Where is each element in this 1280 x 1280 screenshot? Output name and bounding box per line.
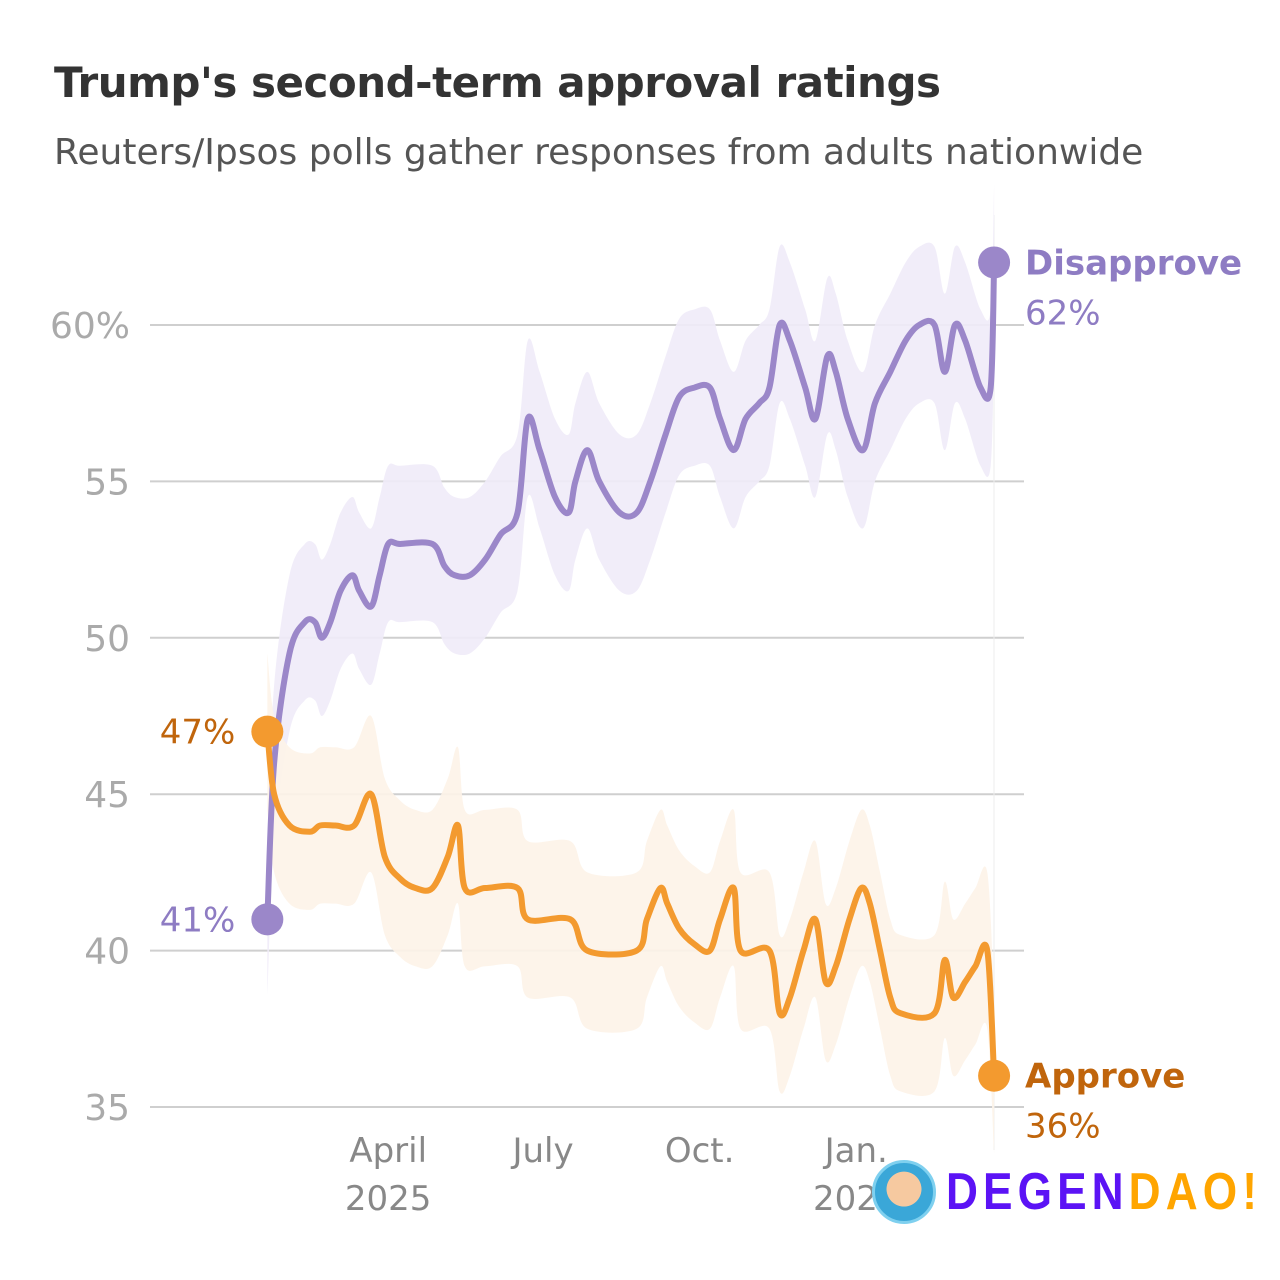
start-point bbox=[251, 903, 284, 936]
start-value-label: 41% bbox=[160, 900, 236, 940]
watermark-text-1: DEGEN bbox=[946, 1163, 1129, 1221]
watermark-text-2: DAO! bbox=[1128, 1163, 1263, 1221]
end-point bbox=[978, 1059, 1011, 1092]
watermark: DEGENDAO! bbox=[872, 1160, 1280, 1224]
chart-subtitle: Reuters/Ipsos polls gather responses fro… bbox=[54, 132, 1144, 173]
series-name-label: Disapprove bbox=[1025, 243, 1242, 283]
y-tick-label: 50 bbox=[84, 619, 130, 660]
y-tick-label: 60% bbox=[50, 306, 130, 347]
x-tick-label: April bbox=[349, 1131, 427, 1171]
x-tick-label: Oct. bbox=[665, 1131, 735, 1171]
x-tick-label: Jan. bbox=[823, 1131, 888, 1171]
series-line-disapprove bbox=[264, 262, 998, 920]
end-point bbox=[978, 246, 1011, 279]
start-point bbox=[251, 715, 284, 748]
chart-title: Trump's second-term approval ratings bbox=[54, 58, 941, 107]
x-tick-year: 2025 bbox=[345, 1179, 432, 1219]
series-line-approve bbox=[264, 731, 998, 1076]
series-name-label: Approve bbox=[1025, 1057, 1185, 1097]
end-value-label: 62% bbox=[1025, 293, 1101, 333]
y-tick-label: 45 bbox=[84, 775, 130, 816]
confidence-band-approve bbox=[267, 653, 995, 1154]
y-tick-label: 55 bbox=[84, 462, 130, 503]
end-value-label: 36% bbox=[1025, 1107, 1101, 1147]
y-tick-label: 40 bbox=[84, 932, 130, 973]
y-tick-label: 35 bbox=[84, 1088, 130, 1129]
confidence-band-disapprove bbox=[267, 184, 995, 998]
start-value-label: 47% bbox=[160, 713, 236, 753]
x-tick-label: July bbox=[510, 1131, 573, 1171]
watermark-avatar-icon bbox=[872, 1160, 936, 1224]
